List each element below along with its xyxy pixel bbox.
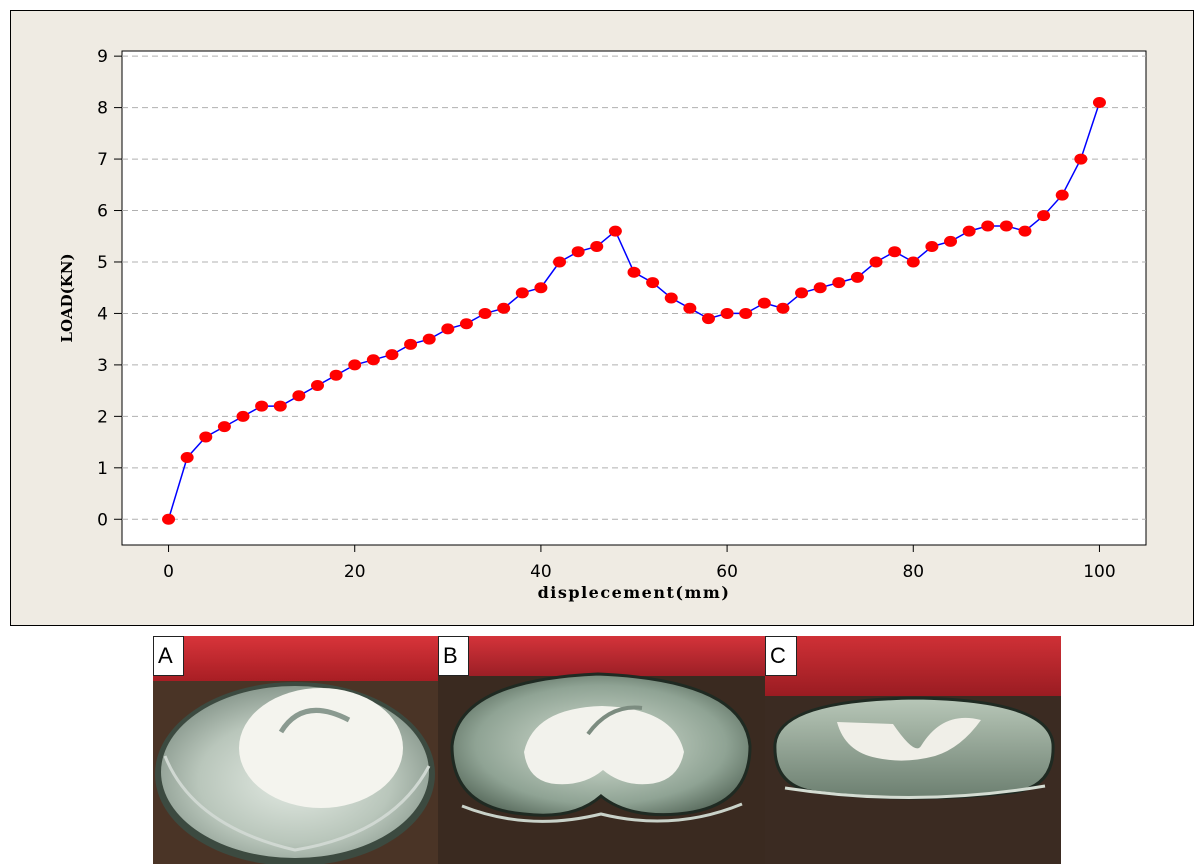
x-tick-label: 60	[716, 562, 738, 582]
y-tick-label: 2	[97, 407, 108, 427]
data-point	[925, 241, 939, 253]
data-point	[571, 246, 585, 258]
data-point	[329, 369, 343, 381]
y-tick-label: 5	[97, 253, 108, 273]
x-axis: 0 20 40 60 80 100	[163, 545, 1116, 582]
y-tick-label: 7	[97, 150, 108, 170]
data-point	[497, 302, 511, 314]
data-point	[1092, 96, 1106, 108]
y-tick-label: 0	[97, 510, 108, 530]
data-point	[1074, 153, 1088, 165]
x-tick-label: 0	[163, 562, 174, 582]
y-tick-label: 1	[97, 459, 108, 479]
data-point	[944, 235, 958, 247]
x-axis-title: displecement(mm)	[538, 583, 731, 602]
data-markers	[162, 96, 1106, 525]
data-point	[869, 256, 883, 268]
load-displacement-chart: 0 1 2 3 4 5 6 7 8 9 0 20 40 60 80 100 displecement(mm)…	[10, 10, 1194, 626]
data-point	[255, 400, 269, 412]
data-point	[366, 354, 380, 366]
data-point	[441, 323, 455, 335]
data-point	[1037, 210, 1051, 222]
data-point	[478, 307, 492, 319]
data-point	[795, 287, 809, 299]
data-point	[999, 220, 1013, 232]
data-point	[850, 271, 864, 283]
grid-lines	[122, 55, 1146, 520]
data-point	[292, 390, 306, 402]
data-point	[162, 513, 176, 525]
data-point	[422, 333, 436, 345]
data-point	[757, 297, 771, 309]
x-tick-label: 100	[1083, 562, 1115, 582]
data-point	[813, 282, 827, 294]
data-point	[199, 431, 213, 443]
data-point	[180, 452, 194, 464]
data-point	[236, 410, 250, 422]
data-point	[664, 292, 678, 304]
photo-label-a: A	[153, 636, 184, 676]
data-point	[553, 256, 567, 268]
specimen-photo-a	[153, 636, 438, 864]
data-point	[981, 220, 995, 232]
data-point	[701, 313, 715, 325]
data-point	[534, 282, 548, 294]
chart-panel: 0 1 2 3 4 5 6 7 8 9 0 20 40 60 80 100 displecement(mm)…	[10, 10, 1194, 626]
plot-area	[121, 50, 1147, 546]
data-point	[646, 277, 660, 289]
data-point	[515, 287, 529, 299]
data-point	[404, 338, 418, 350]
data-point	[832, 277, 846, 289]
data-point	[720, 307, 734, 319]
data-point	[348, 359, 362, 371]
y-tick-label: 9	[97, 47, 108, 67]
photo-label-b: B	[438, 636, 469, 676]
data-point	[608, 225, 622, 237]
data-point	[590, 241, 604, 253]
data-point	[776, 302, 790, 314]
data-point	[962, 225, 976, 237]
data-point	[627, 266, 641, 278]
y-axis-title: LOAD(KN)	[58, 253, 76, 342]
x-tick-label: 20	[344, 562, 366, 582]
x-tick-label: 40	[530, 562, 552, 582]
data-point	[1055, 189, 1069, 201]
y-tick-label: 8	[97, 99, 108, 119]
data-point	[888, 246, 902, 258]
y-tick-label: 3	[97, 356, 108, 376]
y-tick-label: 6	[97, 202, 108, 222]
data-point	[1018, 225, 1032, 237]
data-point	[217, 421, 231, 433]
specimen-photo-c	[765, 636, 1061, 864]
data-point	[739, 307, 753, 319]
photo-label-c: C	[765, 636, 797, 676]
specimen-photo-b	[438, 636, 765, 864]
x-tick-label: 80	[902, 562, 924, 582]
y-tick-label: 4	[97, 304, 108, 324]
data-point	[906, 256, 920, 268]
y-axis: 0 1 2 3 4 5 6 7 8 9	[97, 47, 122, 530]
data-point	[273, 400, 287, 412]
data-point	[385, 349, 399, 361]
data-point	[683, 302, 697, 314]
data-point	[459, 318, 473, 330]
specimen-photos: A B C	[153, 636, 1061, 864]
data-point	[310, 379, 324, 391]
